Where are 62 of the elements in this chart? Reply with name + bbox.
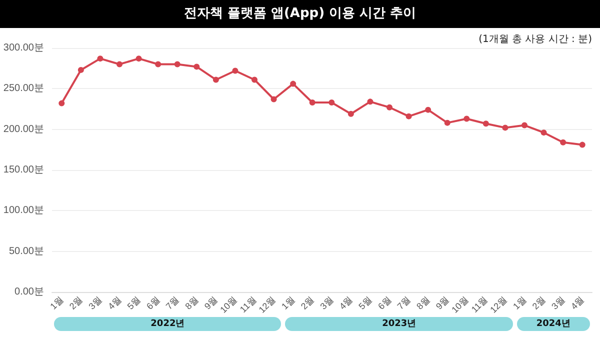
- x-tick-label: 4월: [106, 294, 124, 312]
- point: [252, 76, 258, 83]
- y-tick-label: 300.00분: [3, 42, 44, 54]
- point: [212, 76, 219, 83]
- x-tick-label: 5월: [356, 294, 374, 312]
- x-tick-label: 1월: [280, 294, 297, 312]
- point: [502, 124, 508, 131]
- point: [522, 122, 528, 128]
- point: [78, 66, 84, 73]
- point: [136, 56, 142, 62]
- point: [328, 99, 335, 106]
- point: [97, 56, 104, 62]
- point: [232, 68, 238, 74]
- point: [386, 104, 392, 110]
- point: [194, 64, 200, 70]
- x-tick-label: 1월: [48, 294, 66, 312]
- x-tick-label: 8월: [183, 294, 200, 312]
- point: [579, 142, 586, 148]
- x-tick-label: 2월: [298, 294, 316, 312]
- point: [444, 120, 450, 126]
- y-tick-label: 200.00분: [3, 124, 44, 135]
- chart-title: 전자책 플랫폼 앱(App) 이용 시간 추이: [0, 0, 600, 28]
- y-tick-label: 150.00분: [3, 164, 44, 176]
- x-tick-label: 1월: [511, 294, 528, 312]
- point: [348, 110, 354, 117]
- x-tick-label: 2월: [530, 294, 548, 312]
- x-tick-label: 4월: [337, 294, 354, 312]
- point: [464, 116, 470, 122]
- point: [540, 130, 547, 136]
- point: [174, 61, 180, 68]
- y-tick-label: 50.00분: [8, 246, 44, 257]
- point: [367, 98, 374, 105]
- point: [290, 80, 296, 87]
- x-tick-label: 3월: [318, 294, 336, 312]
- x-tick-label: 4월: [568, 294, 586, 312]
- x-tick-label: 5월: [125, 294, 142, 312]
- point: [560, 139, 566, 146]
- x-tick-label: 6월: [376, 294, 394, 312]
- x-tick-label: 3월: [86, 294, 104, 312]
- point: [406, 113, 412, 120]
- y-tick-label: 250.00분: [3, 83, 44, 94]
- year-pill: 2023년: [285, 317, 513, 331]
- point: [155, 61, 162, 68]
- x-tick-label: 9월: [434, 294, 451, 312]
- x-tick-label: 7월: [395, 294, 412, 312]
- x-tick-label: 7월: [164, 294, 181, 312]
- x-tick-label: 2월: [67, 294, 84, 312]
- y-tick-label: 0.00분: [14, 286, 44, 298]
- point: [425, 106, 432, 113]
- chart-subtitle: (1개월 총 사용 시간 : 분): [478, 33, 592, 46]
- y-tick-label: 100.00분: [3, 205, 44, 216]
- point: [58, 100, 65, 106]
- year-pill: 2022년: [54, 317, 282, 331]
- x-tick-label: 3월: [550, 294, 567, 312]
- point: [482, 120, 489, 127]
- x-tick-label: 8월: [414, 294, 432, 312]
- point: [270, 96, 277, 102]
- year-pill: 2024년: [516, 317, 590, 331]
- x-tick-label: 6월: [144, 294, 162, 312]
- point: [309, 99, 316, 106]
- x-tick-label: 9월: [202, 294, 220, 312]
- point: [116, 61, 122, 68]
